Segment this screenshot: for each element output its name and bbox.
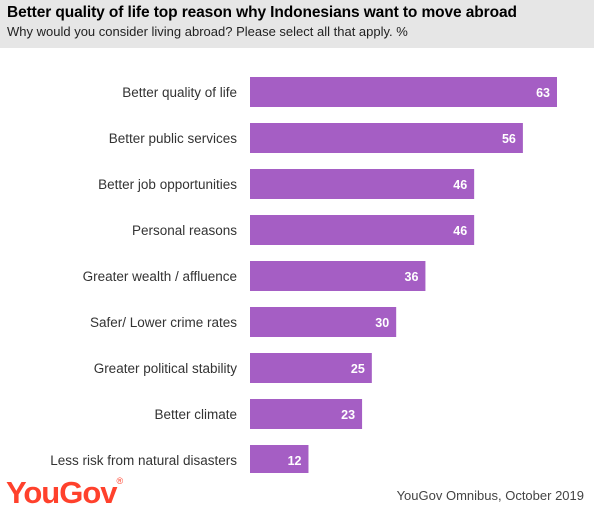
source-note: YouGov Omnibus, October 2019 [396,488,584,503]
value-label: 46 [453,178,467,192]
category-label: Better job opportunities [98,177,237,192]
chart-subtitle: Why would you consider living abroad? Pl… [7,24,408,39]
category-label: Greater wealth / affluence [83,269,237,284]
bar-4 [250,215,475,245]
logo-text: YouGov [6,475,118,510]
bar-chart: Better quality of life 63 Better public se… [50,77,557,473]
category-label: Better climate [154,407,237,422]
category-label: Better public services [109,131,238,146]
chart-title: Better quality of life top reason why In… [7,4,517,21]
bar-6 [250,307,397,337]
category-label: Safer/ Lower crime rates [90,315,237,330]
bar-5 [250,261,426,291]
value-label: 46 [453,224,467,238]
value-label: 12 [288,454,302,468]
yougov-logo: YouGov® [6,475,124,510]
bar-8 [250,399,363,429]
value-label: 30 [375,316,389,330]
value-label: 23 [341,408,355,422]
value-label: 63 [536,86,550,100]
category-label: Greater political stability [94,361,238,376]
value-label: 25 [351,362,365,376]
category-label: Better quality of life [122,85,237,100]
bar-1 [250,77,557,107]
logo-registered-mark: ® [116,476,124,486]
chart-header: Better quality of life top reason why In… [0,0,594,48]
category-label: Personal reasons [132,223,237,238]
category-label: Less risk from natural disasters [50,453,237,468]
bar-7 [250,353,372,383]
bar-2 [250,123,523,153]
value-label: 56 [502,132,516,146]
bar-9 [250,445,309,473]
bar-3 [250,169,475,199]
value-label: 36 [405,270,419,284]
